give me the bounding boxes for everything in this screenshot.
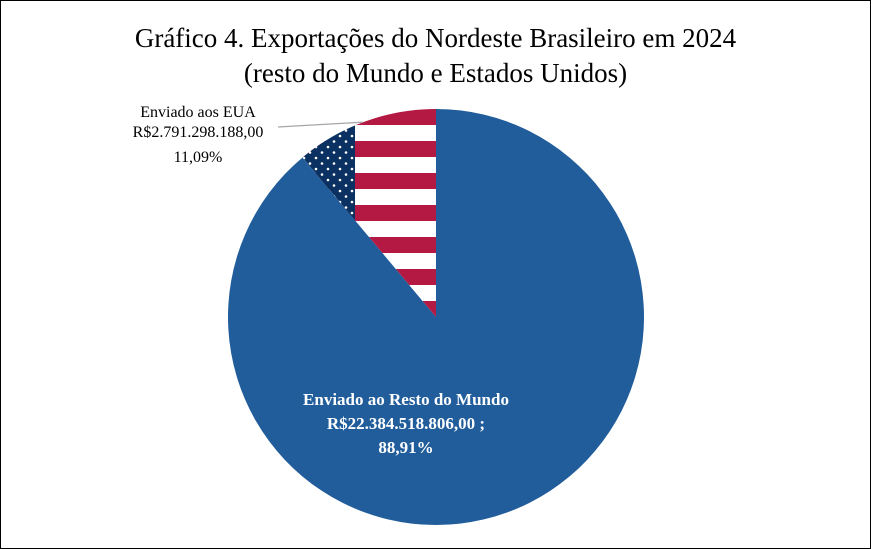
label-resto-line: R$22.384.518.806,00 ; xyxy=(327,414,485,433)
pie-slices xyxy=(227,109,644,526)
label-resto-do-mundo: Enviado ao Resto do Mundo R$22.384.518.80… xyxy=(303,390,509,457)
label-resto-line: 88,91% xyxy=(378,438,433,457)
chart-title-block: Gráfico 4. Exportações do Nordeste Brasi… xyxy=(1,21,870,91)
label-eua-line: 11,09% xyxy=(174,149,223,166)
label-eua: Enviado aos EUA R$2.791.298.188,00 11,09% xyxy=(133,104,264,166)
flag-stripe xyxy=(302,125,436,142)
label-resto-line: Enviado ao Resto do Mundo xyxy=(303,390,509,409)
leader-line xyxy=(277,121,364,128)
label-eua-line: Enviado aos EUA xyxy=(140,104,256,121)
pie-labels: Enviado ao Resto do Mundo R$22.384.518.80… xyxy=(133,104,509,457)
flag-stripe xyxy=(302,109,436,126)
label-eua-line: R$2.791.298.188,00 xyxy=(133,124,264,141)
slice-resto-do-mundo xyxy=(227,109,644,526)
chart-title: Gráfico 4. Exportações do Nordeste Brasi… xyxy=(134,23,737,53)
chart-subtitle: (resto do Mundo e Estados Unidos) xyxy=(243,58,628,88)
